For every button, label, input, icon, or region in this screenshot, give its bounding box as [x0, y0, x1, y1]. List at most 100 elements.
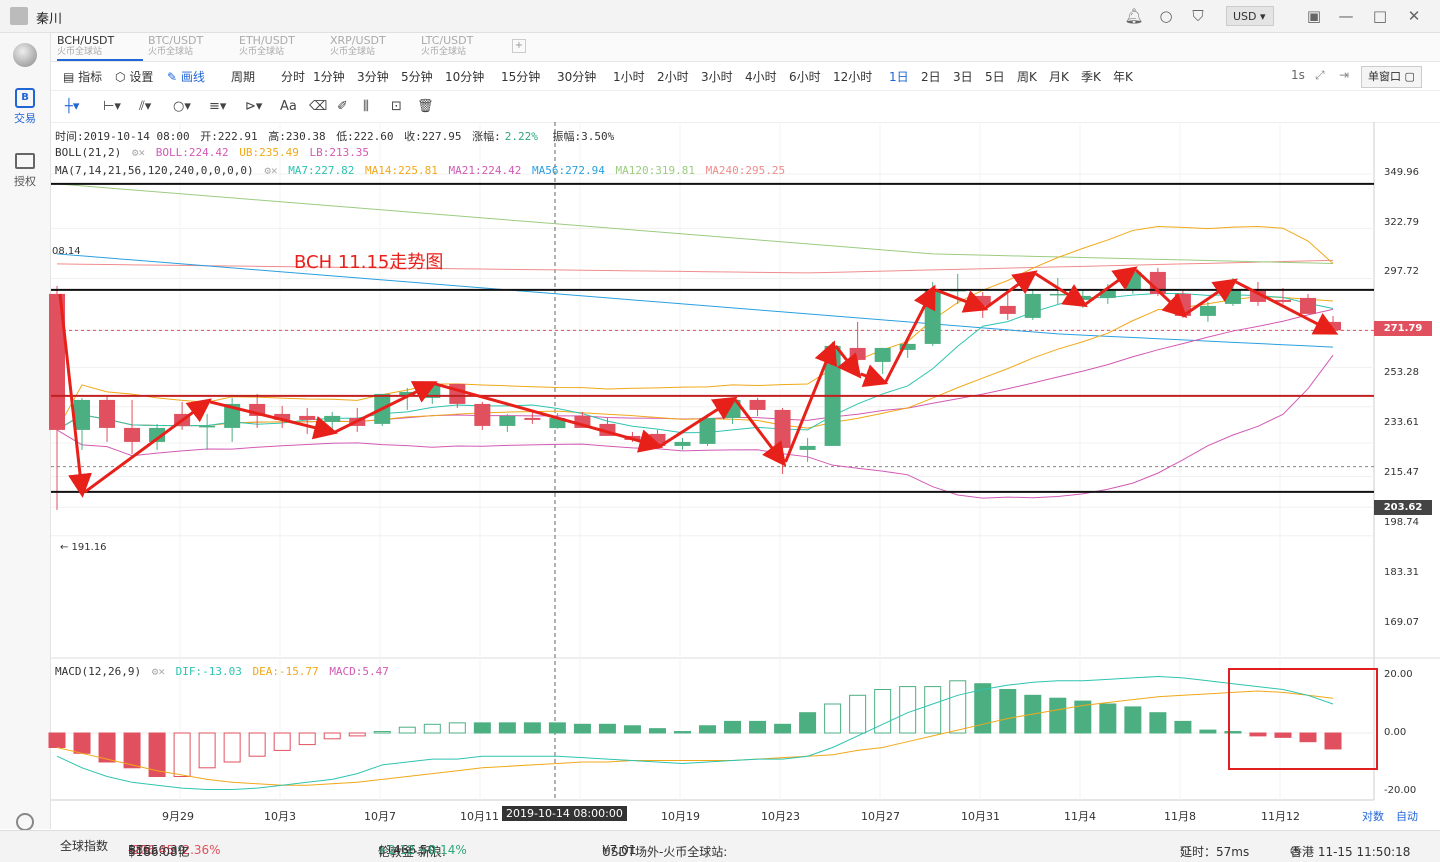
- shirt-icon[interactable]: ⛉: [1192, 7, 1204, 25]
- timeframe-1[interactable]: 1分钟: [313, 70, 345, 84]
- log-toggle[interactable]: 对数: [1362, 810, 1384, 823]
- text-icon[interactable]: Aa: [280, 99, 297, 114]
- magnet-icon[interactable]: ⫼: [363, 99, 369, 114]
- ma-settings-icon[interactable]: ⚙✕: [264, 164, 278, 177]
- draw-button[interactable]: ✎ 画线: [167, 68, 205, 85]
- timeframe-0[interactable]: 分时: [281, 70, 306, 84]
- settings-button[interactable]: ⬡ 设置: [115, 68, 153, 85]
- global-index[interactable]: 全球指数: [60, 839, 109, 853]
- boll-settings-icon[interactable]: ⚙✕: [131, 146, 146, 159]
- hline-icon[interactable]: ⊢▾: [103, 99, 121, 114]
- brush-icon[interactable]: ✐: [337, 99, 348, 114]
- macd-bar: [1224, 731, 1242, 734]
- candle: [399, 387, 416, 410]
- circle-icon[interactable]: ○▾: [173, 99, 191, 114]
- info-time: 时间:2019-10-14 08:00: [55, 130, 190, 143]
- timeframe-10[interactable]: 4小时: [745, 70, 777, 84]
- ma120-value: MA120:319.81: [615, 164, 695, 177]
- macd-bar: [1249, 732, 1267, 737]
- sidebar-item-trade[interactable]: B 交易: [0, 88, 50, 126]
- candle: [224, 397, 241, 442]
- boll-ub: UB:235.49: [239, 146, 299, 159]
- close-icon[interactable]: ✕: [1407, 7, 1421, 25]
- auto-toggle[interactable]: 自动: [1396, 810, 1418, 823]
- minimize-icon[interactable]: —: [1338, 7, 1354, 25]
- timeframe-3[interactable]: 5分钟: [401, 70, 433, 84]
- ma7-value: MA7:227.82: [288, 164, 355, 177]
- timeframe-12[interactable]: 12小时: [833, 70, 873, 84]
- candle-body: [849, 347, 866, 360]
- tab-pair: BTC/USDT: [148, 34, 204, 47]
- timeframe-20[interactable]: 年K: [1113, 70, 1133, 84]
- timeframe-9[interactable]: 3小时: [701, 70, 733, 84]
- timeframe-11[interactable]: 6小时: [789, 70, 821, 84]
- user-avatar-icon[interactable]: [10, 7, 28, 25]
- bell-icon[interactable]: 🔔︎: [1124, 7, 1144, 25]
- layout-icon[interactable]: ▣: [1306, 7, 1322, 25]
- currency-select[interactable]: USD ▾: [1226, 6, 1274, 26]
- candles: [49, 267, 1342, 510]
- tab-xrp[interactable]: XRP/USDT 火币全球站: [330, 35, 386, 59]
- shrink-icon[interactable]: ⇥: [1339, 68, 1350, 82]
- crosshair-icon[interactable]: ┼▾: [65, 99, 80, 114]
- timeframe-7[interactable]: 1小时: [613, 70, 645, 84]
- ref-price-tag: 203.62: [1374, 500, 1432, 515]
- timeframe-5[interactable]: 15分钟: [501, 70, 541, 84]
- timeframe-8[interactable]: 2小时: [657, 70, 689, 84]
- timeframe-19[interactable]: 季K: [1081, 70, 1101, 84]
- candle: [674, 437, 691, 450]
- tab-exchange: 火币全球站: [330, 47, 376, 57]
- search-icon[interactable]: ○: [1159, 7, 1173, 25]
- timeframe-6[interactable]: 30分钟: [557, 70, 597, 84]
- ma56-line: [56, 253, 1334, 348]
- user-name[interactable]: 秦川: [36, 12, 63, 27]
- eraser-icon[interactable]: ⌫: [309, 99, 328, 114]
- sidebar-item-auth[interactable]: 授权: [0, 153, 50, 189]
- macd-bar: [749, 720, 767, 734]
- candle: [1300, 293, 1316, 314]
- tab-btc[interactable]: BTC/USDT 火币全球站: [148, 35, 203, 59]
- draw-label: 画线: [180, 70, 205, 84]
- maximize-icon[interactable]: □: [1372, 7, 1388, 25]
- timeframe-14[interactable]: 2日: [921, 70, 941, 84]
- macd-bar: [148, 732, 166, 777]
- candle-body: [774, 409, 791, 448]
- window-mode-select[interactable]: 单窗口 ▢: [1361, 66, 1422, 88]
- add-tab-icon[interactable]: +: [512, 39, 526, 53]
- gold-label: 伦敦金·新浪:: [378, 845, 446, 859]
- timeframe-2[interactable]: 3分钟: [357, 70, 389, 84]
- crosshair-time-label: 2019-10-14 08:00:00: [502, 806, 627, 821]
- timeframe-13[interactable]: 1日: [889, 70, 909, 84]
- candle: [699, 413, 716, 446]
- macd-dea: DEA:-15.77: [252, 665, 319, 678]
- timeframe-17[interactable]: 周K: [1017, 70, 1037, 84]
- candle: [74, 397, 91, 450]
- candle-body: [499, 415, 516, 426]
- trend-arrow: [984, 270, 1038, 310]
- price-tick: 169.07: [1384, 617, 1419, 628]
- timeframe-16[interactable]: 5日: [985, 70, 1005, 84]
- ohlc-info: 时间:2019-10-14 08:00 开:222.91 高:230.38 低:…: [55, 128, 618, 144]
- macd-bar: [173, 732, 191, 777]
- pattern-icon[interactable]: ⊳▾: [245, 99, 263, 114]
- timeframe-4[interactable]: 10分钟: [445, 70, 485, 84]
- fib-icon[interactable]: ≡▾: [209, 99, 227, 114]
- macd-tick: 20.00: [1384, 669, 1413, 680]
- candle-body: [1024, 293, 1041, 318]
- trash-icon[interactable]: 🗑︎: [417, 99, 434, 114]
- fullscreen-icon[interactable]: ⤢: [1315, 68, 1325, 82]
- parallel-icon[interactable]: ⫽▾: [139, 99, 152, 114]
- trend-arrow: [434, 382, 664, 453]
- tab-bch[interactable]: BCH/USDT 火币全球站: [57, 35, 114, 59]
- indicator-button[interactable]: ▤ 指标: [63, 68, 102, 85]
- tab-eth[interactable]: ETH/USDT 火币全球站: [239, 35, 295, 59]
- btc-change: -206.45 -2.36%: [128, 843, 221, 857]
- price-chart[interactable]: [0, 0, 1440, 830]
- timeframe-18[interactable]: 月K: [1049, 70, 1069, 84]
- tab-ltc[interactable]: LTC/USDT 火币全球站: [421, 35, 473, 59]
- timeframe-15[interactable]: 3日: [953, 70, 973, 84]
- refresh-1s[interactable]: 1s: [1291, 68, 1305, 82]
- macd-settings-icon[interactable]: ⚙✕: [151, 665, 165, 678]
- trend-arrow: [1084, 266, 1138, 306]
- lock-icon[interactable]: ⊡: [391, 99, 402, 114]
